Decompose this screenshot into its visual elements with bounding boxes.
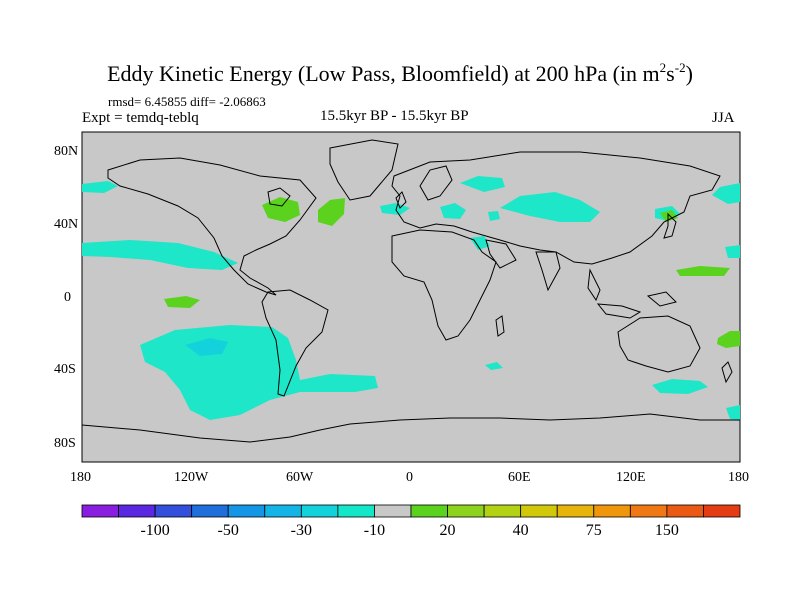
colorbar-swatch xyxy=(118,504,156,518)
colorbar-swatch xyxy=(483,504,522,518)
y-tick-40n: 40N xyxy=(54,217,79,232)
colorbar-label: -50 xyxy=(218,522,239,539)
colorbar-label: -10 xyxy=(364,522,385,539)
season-label: JJA xyxy=(712,110,735,126)
period-label: 15.5kyr BP - 15.5kyr BP xyxy=(320,108,469,124)
colorbar-swatch xyxy=(191,504,229,518)
x-tick-180e: 180 xyxy=(728,470,749,485)
y-tick-40s: 40S xyxy=(54,362,76,377)
stats-label: rmsd= 6.45855 diff= -2.06863 xyxy=(108,94,266,109)
colorbar-swatch xyxy=(154,504,193,518)
y-tick-80n: 80N xyxy=(54,144,79,159)
x-tick-60w: 60W xyxy=(286,470,314,485)
colorbar-swatch xyxy=(666,504,704,518)
colorbar-swatch xyxy=(264,504,302,518)
colorbar-swatch xyxy=(593,504,631,518)
colorbar-swatch xyxy=(629,504,668,518)
x-tick-120e: 120E xyxy=(616,470,646,485)
colorbar-swatch xyxy=(447,504,485,518)
y-tick-80s: 80S xyxy=(54,436,76,451)
colorbar-label: 75 xyxy=(586,522,602,539)
colorbar-label: 150 xyxy=(655,522,679,539)
colorbar-swatch xyxy=(520,504,558,518)
figure-title: Eddy Kinetic Energy (Low Pass, Bloomfiel… xyxy=(107,60,693,86)
colorbar-label: -30 xyxy=(291,522,312,539)
coastlines xyxy=(81,139,740,443)
colorbar-swatch xyxy=(337,504,375,518)
colorbar-swatch xyxy=(410,504,448,518)
colorbar-swatch xyxy=(556,504,595,518)
colorbar-swatch xyxy=(81,504,119,518)
experiment-label: Expt = temdq-teblq xyxy=(82,110,199,126)
strong-negative-patch xyxy=(185,338,228,356)
x-tick-180w: 180 xyxy=(70,470,91,485)
colorbar-swatch xyxy=(374,504,412,518)
colorbar-label: 20 xyxy=(440,522,456,539)
colorbar-swatch xyxy=(227,504,266,518)
x-tick-60e: 60E xyxy=(508,470,531,485)
colorbar-label: -100 xyxy=(140,522,169,539)
x-tick-0: 0 xyxy=(406,470,413,485)
colorbar-swatch xyxy=(703,504,741,518)
x-tick-120w: 120W xyxy=(174,470,209,485)
colorbar-label: 40 xyxy=(513,522,529,539)
y-tick-0: 0 xyxy=(64,290,71,305)
colorbar-swatch xyxy=(300,504,339,518)
